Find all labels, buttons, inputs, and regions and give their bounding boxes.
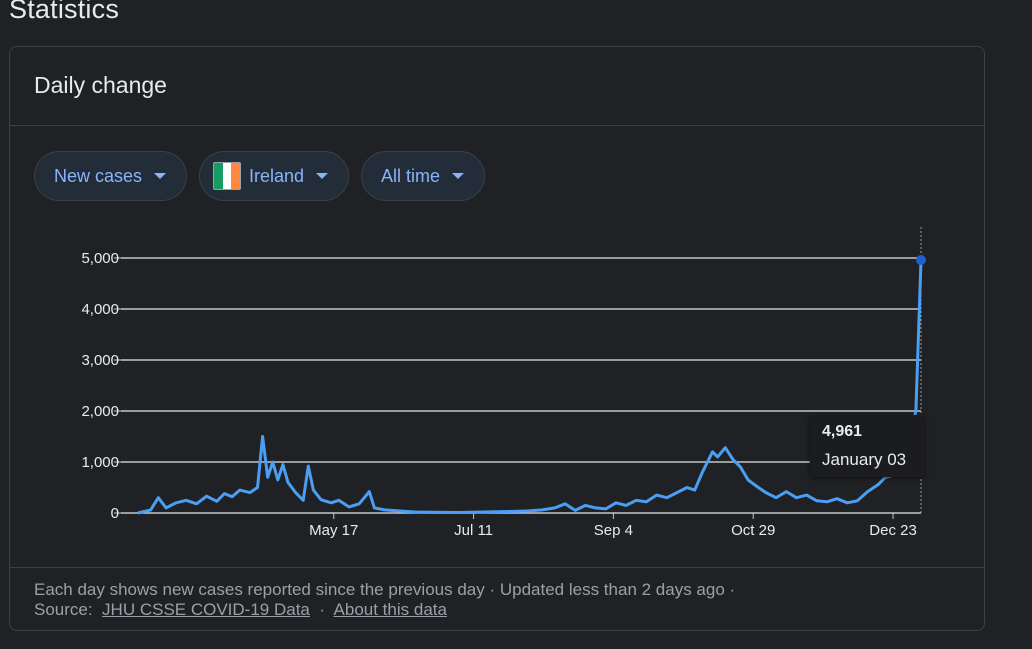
card-title: Daily change <box>34 72 167 98</box>
y-tick-label: 0 <box>111 505 119 522</box>
x-tick-label: Oct 29 <box>731 522 775 539</box>
x-tick-label: Dec 23 <box>869 522 917 539</box>
series-line <box>137 259 923 515</box>
source-label: Source: <box>34 600 93 619</box>
y-tick-label: 3,000 <box>81 352 119 369</box>
footer-separator: · <box>319 600 326 619</box>
highlight-point <box>916 254 926 265</box>
country-filter-label: Ireland <box>249 165 305 186</box>
y-tick-label: 2,000 <box>81 403 119 420</box>
flag-stripe-green <box>214 163 223 189</box>
card-footer: Each day shows new cases reported since … <box>10 567 984 631</box>
daily-change-chart[interactable]: 0 1,000 2,000 3,000 4,000 5,000 May 17 Jul 11 Se… <box>10 217 984 557</box>
tooltip-value: 4,961 <box>822 423 863 440</box>
metric-filter-chip[interactable]: New cases <box>34 151 187 201</box>
x-tick-label: Sep 4 <box>594 522 633 539</box>
source-link[interactable]: JHU CSSE COVID-19 Data <box>102 600 310 619</box>
section-title: Statistics <box>9 0 120 24</box>
y-tick-label: 1,000 <box>81 454 119 471</box>
card-header <box>10 47 984 126</box>
country-filter-chip[interactable]: Ireland <box>199 151 349 201</box>
about-data-link[interactable]: About this data <box>333 600 447 619</box>
daily-change-card: Daily change New cases Ireland All time … <box>9 46 985 631</box>
flag-stripe-white <box>222 163 232 189</box>
footer-source-line: Source: JHU CSSE COVID-19 Data · About t… <box>34 600 447 620</box>
range-filter-chip[interactable]: All time <box>361 151 485 201</box>
metric-filter-label: New cases <box>54 165 143 186</box>
chart-tooltip: 4,961 January 03 <box>810 415 924 477</box>
tooltip-date: January 03 <box>822 450 907 469</box>
y-tick-label: 4,000 <box>81 301 119 318</box>
x-tick-label: Jul 11 <box>454 522 493 539</box>
x-tick-label: May 17 <box>309 522 358 539</box>
footer-note: Each day shows new cases reported since … <box>34 580 736 599</box>
chevron-down-icon <box>316 173 329 179</box>
chevron-down-icon <box>452 173 465 179</box>
chart-area[interactable]: 0 1,000 2,000 3,000 4,000 5,000 May 17 Jul 11 Se… <box>10 217 984 562</box>
chevron-down-icon <box>154 173 167 179</box>
range-filter-label: All time <box>381 165 441 186</box>
ireland-flag-icon <box>213 162 241 190</box>
flag-stripe-orange <box>231 163 240 189</box>
y-tick-label: 5,000 <box>81 250 119 267</box>
